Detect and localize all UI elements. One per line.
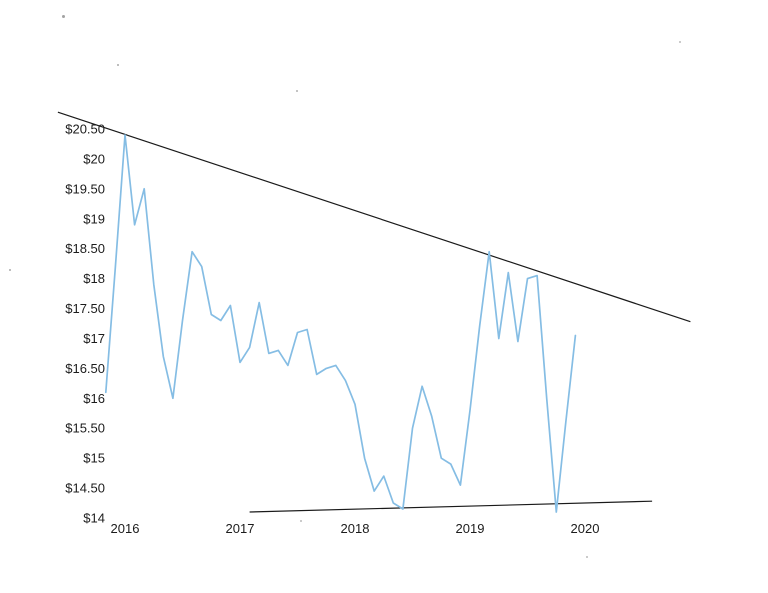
x-axis-tick-label: 2017 bbox=[226, 521, 255, 536]
scan-artifact bbox=[300, 520, 302, 522]
y-axis-tick-label: $20 bbox=[83, 151, 105, 166]
y-axis-tick-label: $17.50 bbox=[65, 301, 105, 316]
price-series-line bbox=[104, 134, 577, 513]
x-axis-tick-label: 2020 bbox=[571, 521, 600, 536]
scan-artifact bbox=[9, 269, 11, 271]
y-axis-tick-label: $16 bbox=[83, 391, 105, 406]
lower-support-trendline bbox=[249, 500, 653, 513]
y-axis-tick-label: $17 bbox=[83, 331, 105, 346]
x-axis-tick-label: 2018 bbox=[341, 521, 370, 536]
y-axis-tick-label: $18.50 bbox=[65, 241, 105, 256]
scan-artifact bbox=[296, 90, 298, 92]
scan-artifact bbox=[586, 556, 588, 558]
y-axis-tick-label: $19.50 bbox=[65, 181, 105, 196]
y-axis-tick-label: $15 bbox=[83, 451, 105, 466]
y-axis-tick-label: $14 bbox=[83, 511, 105, 526]
scan-artifact bbox=[62, 15, 65, 18]
y-axis-tick-label: $18 bbox=[83, 271, 105, 286]
y-axis-tick-label: $15.50 bbox=[65, 421, 105, 436]
scan-artifact bbox=[117, 64, 119, 66]
x-axis-tick-label: 2016 bbox=[111, 521, 140, 536]
upper-resistance-trendline bbox=[57, 111, 691, 323]
scan-artifact bbox=[679, 41, 681, 43]
x-axis-tick-label: 2019 bbox=[456, 521, 485, 536]
y-axis-tick-label: $20.50 bbox=[65, 122, 105, 137]
y-axis-tick-label: $14.50 bbox=[65, 481, 105, 496]
y-axis-tick-label: $19 bbox=[83, 211, 105, 226]
y-axis-tick-label: $16.50 bbox=[65, 361, 105, 376]
